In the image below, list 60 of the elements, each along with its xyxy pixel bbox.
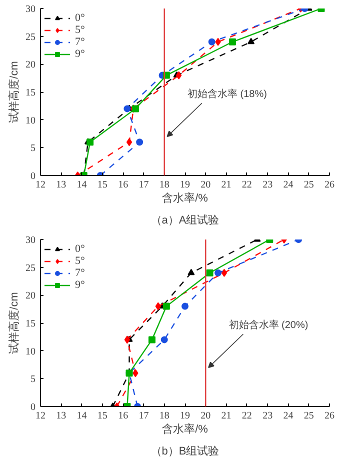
x-tick-label: 13 bbox=[56, 410, 66, 422]
x-tick-label: 23 bbox=[262, 180, 273, 190]
y-tick-label: 0 bbox=[30, 402, 36, 413]
x-tick-label: 17 bbox=[138, 180, 149, 190]
x-tick-label: 16 bbox=[118, 180, 128, 190]
x-tick-label: 25 bbox=[304, 180, 314, 190]
x-tick-label: 15 bbox=[97, 180, 108, 190]
x-tick-label: 23 bbox=[262, 410, 273, 422]
x-tick-label: 13 bbox=[56, 180, 66, 190]
x-tick-label: 24 bbox=[283, 410, 294, 422]
y-axis-title: 试样高度/cm bbox=[8, 61, 20, 123]
x-tick-label: 12 bbox=[36, 180, 46, 190]
y-tick-label: 15 bbox=[26, 88, 36, 98]
x-tick-label: 20 bbox=[200, 180, 211, 190]
x-tick-label: 18 bbox=[159, 410, 170, 422]
y-tick-label: 20 bbox=[26, 290, 36, 302]
y-tick-label: 5 bbox=[30, 374, 36, 386]
x-tick-label: 16 bbox=[118, 410, 128, 422]
x-tick-label: 19 bbox=[180, 410, 190, 422]
y-tick-label: 25 bbox=[26, 262, 36, 274]
legend-label: 5° bbox=[75, 24, 86, 36]
x-tick-label: 21 bbox=[221, 410, 232, 422]
y-tick-label: 0 bbox=[30, 171, 36, 182]
annotation: 初始含水率 (20%) bbox=[228, 318, 308, 331]
text: （a）A组试验 bbox=[150, 214, 220, 226]
text: （b）B组试验 bbox=[150, 444, 220, 458]
legend-label: 7° bbox=[75, 267, 86, 279]
x-tick-label: 26 bbox=[324, 410, 334, 422]
x-tick-label: 24 bbox=[283, 180, 294, 190]
x-axis-title: 含水率/% bbox=[162, 192, 208, 204]
legend-label: 7° bbox=[75, 36, 86, 48]
x-tick-label: 25 bbox=[304, 410, 314, 422]
x-tick-label: 14 bbox=[76, 410, 87, 422]
x-tick-label: 26 bbox=[324, 180, 334, 190]
legend-label: 9° bbox=[75, 48, 86, 60]
x-tick-label: 18 bbox=[159, 180, 170, 190]
y-tick-label: 30 bbox=[26, 4, 36, 15]
x-tick-label: 19 bbox=[180, 180, 190, 190]
x-tick-label: 22 bbox=[242, 410, 252, 422]
y-tick-label: 5 bbox=[30, 143, 36, 154]
x-tick-label: 20 bbox=[200, 410, 211, 422]
x-axis-title: 含水率/% bbox=[162, 422, 208, 436]
y-tick-label: 30 bbox=[26, 235, 36, 246]
legend-label: 0° bbox=[75, 243, 86, 255]
x-tick-label: 22 bbox=[242, 180, 252, 190]
x-tick-label: 15 bbox=[97, 410, 108, 422]
x-tick-label: 17 bbox=[138, 410, 149, 422]
legend-label: 9° bbox=[75, 279, 86, 291]
legend-label: 0° bbox=[75, 12, 86, 24]
legend-label: 5° bbox=[75, 255, 86, 267]
x-tick-label: 21 bbox=[221, 180, 232, 190]
x-tick-label: 12 bbox=[36, 410, 46, 422]
annotation: 初始含水率 (18%) bbox=[187, 88, 267, 100]
y-tick-label: 20 bbox=[26, 60, 36, 71]
y-tick-label: 25 bbox=[26, 32, 36, 43]
x-tick-label: 14 bbox=[76, 180, 87, 190]
y-axis-title: 试样高度/cm bbox=[8, 292, 20, 354]
y-tick-label: 15 bbox=[26, 318, 36, 330]
y-tick-label: 10 bbox=[26, 115, 36, 126]
y-tick-label: 10 bbox=[26, 346, 36, 358]
